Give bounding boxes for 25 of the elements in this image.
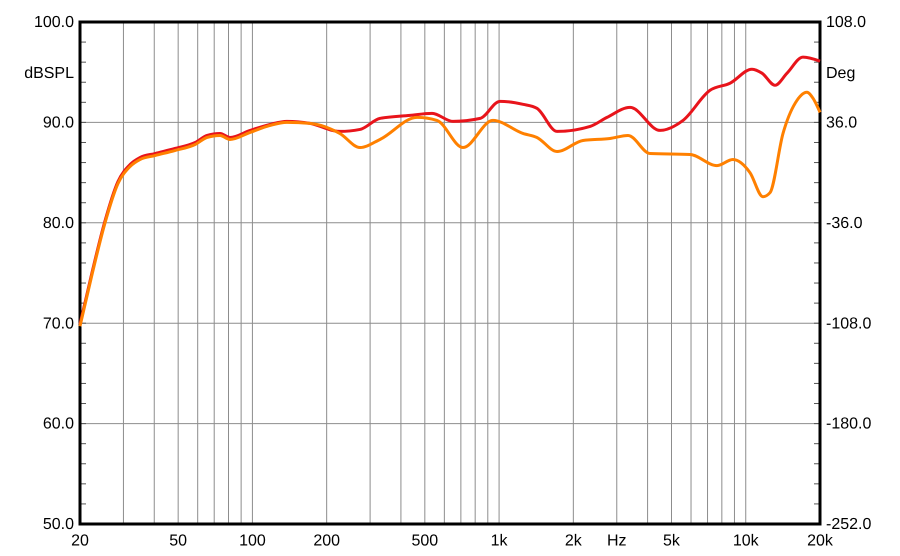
y-tick-label: 80.0 <box>42 214 74 232</box>
x-tick-label: 200 <box>313 532 340 550</box>
y-tick-label: 100.0 <box>34 14 74 32</box>
y2-tick-label: -108.0 <box>826 315 872 332</box>
y2-axis-title: Deg <box>826 65 856 82</box>
x-tick-label: 20 <box>71 532 89 550</box>
y2-tick-label: -252.0 <box>826 516 872 534</box>
x-tick-label: 500 <box>411 532 438 550</box>
x-tick-label: 5k <box>663 532 681 550</box>
y-tick-label: 70.0 <box>42 315 74 332</box>
x-tick-label: 20k <box>807 532 834 550</box>
y-tick-label: 60.0 <box>42 416 74 433</box>
x-tick-label: 1k <box>490 532 509 550</box>
x-tick-label: 50 <box>169 532 188 550</box>
y2-tick-label: 36.0 <box>826 114 858 132</box>
x-tick-label: 10k <box>732 532 760 550</box>
x-tick-label: 100 <box>239 532 266 550</box>
y-tick-label: 90.0 <box>42 114 74 132</box>
y2-tick-label: -36.0 <box>826 214 863 232</box>
x-tick-label: Hz <box>606 532 627 550</box>
x-tick-label: 2k <box>564 532 583 550</box>
y-tick-label: 50.0 <box>42 516 74 534</box>
y2-tick-label: 108.0 <box>826 14 866 32</box>
y2-tick-label: -180.0 <box>826 416 872 433</box>
y-axis-title: dBSPL <box>24 65 74 82</box>
